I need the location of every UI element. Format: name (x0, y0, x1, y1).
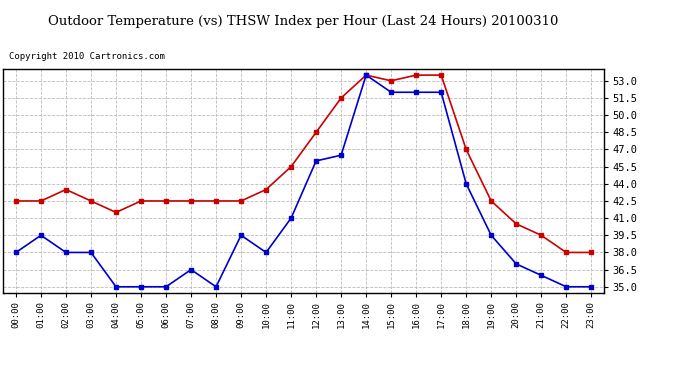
Text: Copyright 2010 Cartronics.com: Copyright 2010 Cartronics.com (10, 52, 166, 61)
Text: Outdoor Temperature (vs) THSW Index per Hour (Last 24 Hours) 20100310: Outdoor Temperature (vs) THSW Index per … (48, 15, 559, 28)
